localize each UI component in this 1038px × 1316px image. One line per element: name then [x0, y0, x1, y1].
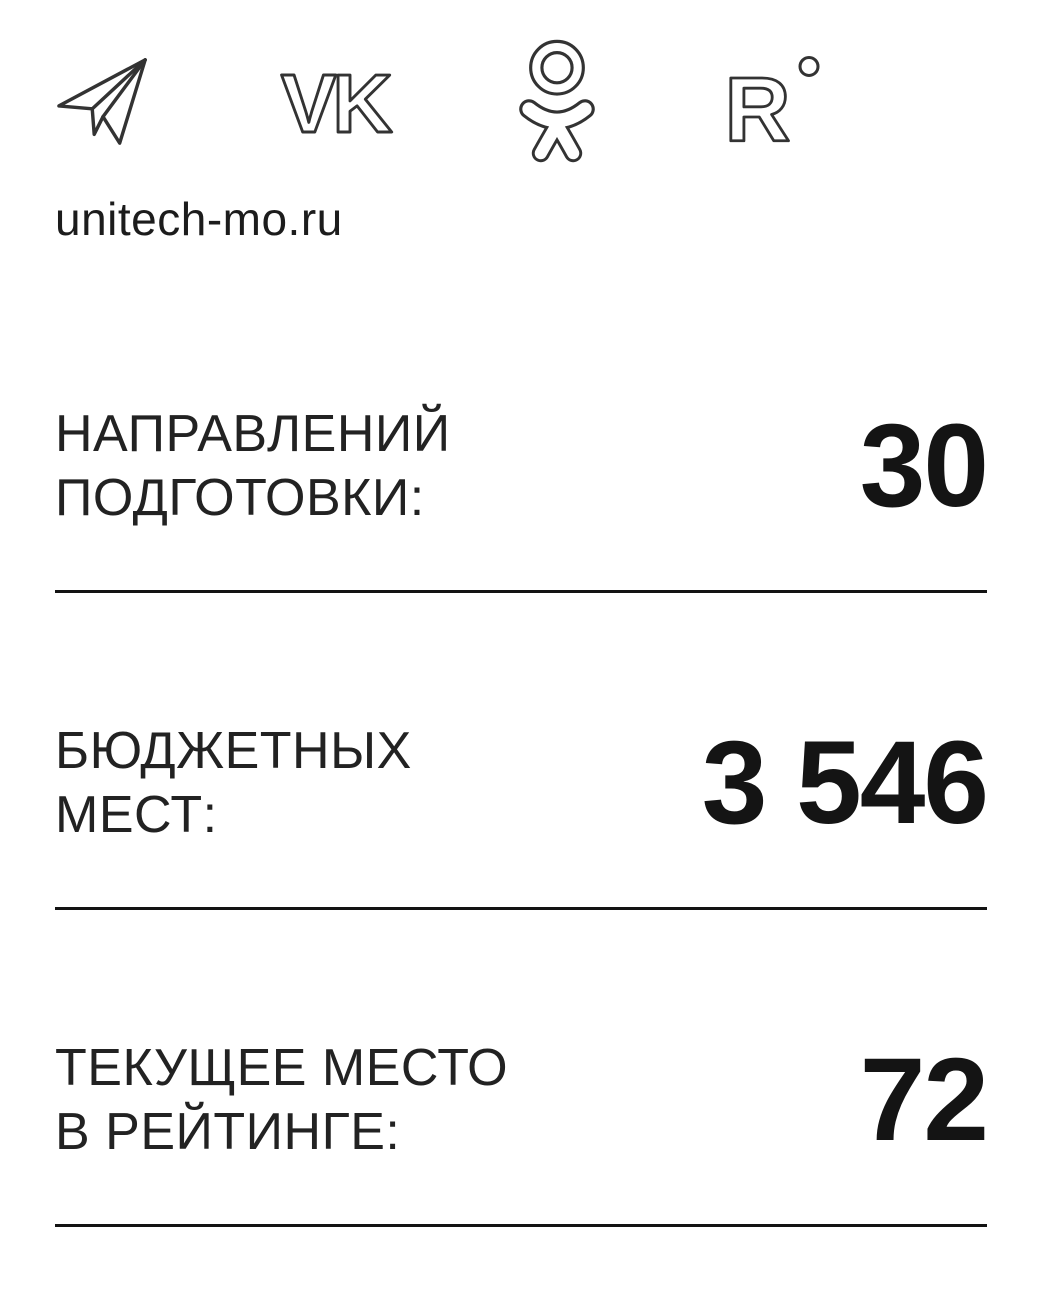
- rutube-glyph: R: [725, 60, 791, 161]
- stat-label-line1: НАПРАВЛЕНИЙ: [55, 405, 451, 463]
- odnoklassniki-link[interactable]: [519, 38, 595, 164]
- stat-label-line2: В РЕЙТИНГЕ:: [55, 1103, 401, 1161]
- stat-row-budget-places: БЮДЖЕТНЫХ МЕСТ: 3 546: [55, 717, 989, 910]
- stats-list: НАПРАВЛЕНИЙ ПОДГОТОВКИ: 30 БЮДЖЕТНЫХ МЕС…: [55, 400, 989, 1227]
- stat-row-directions: НАПРАВЛЕНИЙ ПОДГОТОВКИ: 30: [55, 400, 989, 593]
- stat-value: 30: [859, 400, 989, 532]
- stat-row-rating-place: ТЕКУЩЕЕ МЕСТО В РЕЙТИНГЕ: 72: [55, 1034, 989, 1227]
- telegram-icon: [57, 58, 147, 145]
- social-links-bar: VK R: [55, 36, 827, 166]
- site-url: unitech-mo.ru: [55, 193, 343, 245]
- vk-icon: VK: [280, 55, 398, 151]
- stat-label: ТЕКУЩЕЕ МЕСТО В РЕЙТИНГЕ:: [55, 1036, 508, 1164]
- stat-label-line2: МЕСТ:: [55, 786, 218, 844]
- stat-label-line1: БЮДЖЕТНЫХ: [55, 722, 412, 780]
- rutube-link[interactable]: R: [721, 54, 827, 162]
- stat-value: 3 546: [701, 717, 989, 849]
- stat-label: БЮДЖЕТНЫХ МЕСТ:: [55, 719, 412, 847]
- vk-link[interactable]: VK: [280, 55, 398, 151]
- stat-label: НАПРАВЛЕНИЙ ПОДГОТОВКИ:: [55, 402, 451, 530]
- stat-label-line2: ПОДГОТОВКИ:: [55, 469, 425, 527]
- rutube-icon: R: [723, 55, 820, 162]
- telegram-link[interactable]: [55, 51, 153, 151]
- stat-value: 72: [859, 1034, 989, 1166]
- vk-glyph: VK: [281, 57, 393, 150]
- odnoklassniki-icon: [519, 39, 595, 163]
- stat-label-line1: ТЕКУЩЕЕ МЕСТО: [55, 1039, 509, 1097]
